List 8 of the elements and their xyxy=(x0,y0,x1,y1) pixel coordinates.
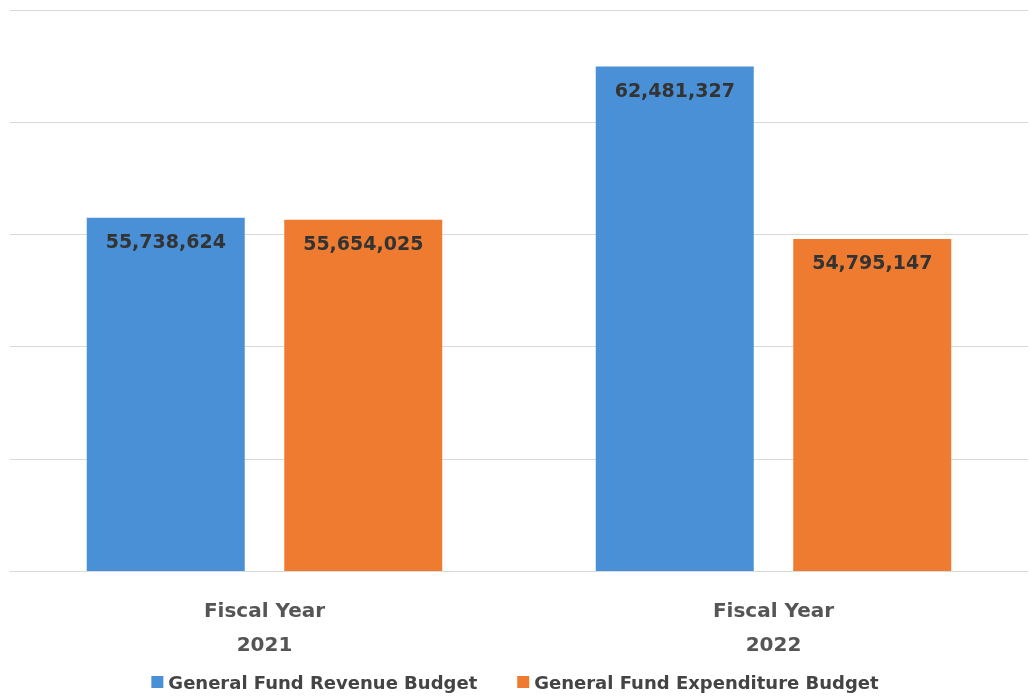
x-tick-label: Fiscal Year 2021 xyxy=(203,598,326,656)
data-label: 62,481,327 xyxy=(614,79,735,102)
data-label: 55,738,624 xyxy=(105,230,226,253)
x-tick-label: Fiscal Year 2022 xyxy=(712,598,835,656)
data-label: 54,795,147 xyxy=(812,251,933,274)
legend-label: General Fund Expenditure Budget xyxy=(534,671,880,693)
legend-label: General Fund Revenue Budget xyxy=(168,671,478,693)
data-label: 55,654,025 xyxy=(303,232,424,255)
